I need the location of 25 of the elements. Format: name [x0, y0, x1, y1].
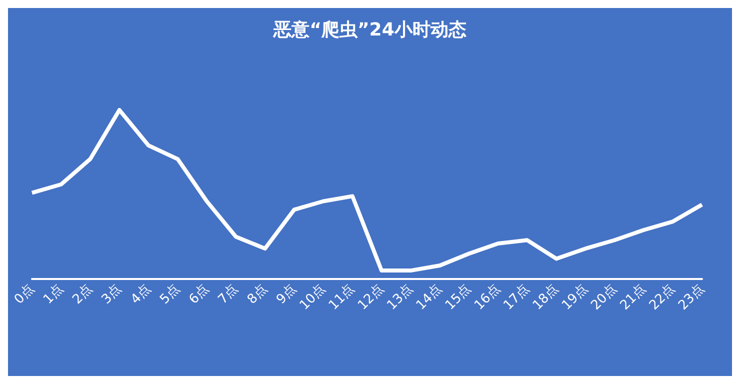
x-tick-label: 14点 [414, 282, 446, 314]
x-tick-label: 5点 [157, 282, 183, 308]
x-tick-label: 20点 [588, 282, 620, 314]
chart-title: 恶意“爬虫”24小时动态 [272, 20, 466, 40]
x-tick-label: 0点 [12, 282, 38, 308]
x-tick-label: 7点 [216, 282, 242, 308]
x-tick-label: 9点 [274, 282, 300, 308]
x-tick-label: 10点 [297, 282, 329, 314]
x-tick-label: 21点 [618, 282, 650, 314]
x-tick-label: 18点 [530, 282, 562, 314]
x-tick-label: 16点 [472, 282, 504, 314]
x-tick-label: 2点 [70, 282, 96, 308]
x-tick-label: 12点 [355, 282, 387, 314]
x-tick-label: 4点 [128, 282, 154, 308]
x-tick-label: 11点 [326, 282, 358, 314]
x-tick-label: 17点 [501, 282, 533, 314]
x-tick-label: 22点 [646, 282, 678, 314]
x-tick-label: 13点 [384, 282, 416, 314]
x-tick-label: 23点 [676, 282, 708, 314]
x-tick-label: 8点 [244, 282, 270, 308]
x-tick-label: 19点 [559, 282, 591, 314]
x-tick-label: 3点 [99, 282, 125, 308]
x-tick-label: 15点 [442, 282, 474, 314]
x-tick-label: 6点 [186, 282, 212, 308]
x-tick-label: 1点 [40, 282, 66, 308]
